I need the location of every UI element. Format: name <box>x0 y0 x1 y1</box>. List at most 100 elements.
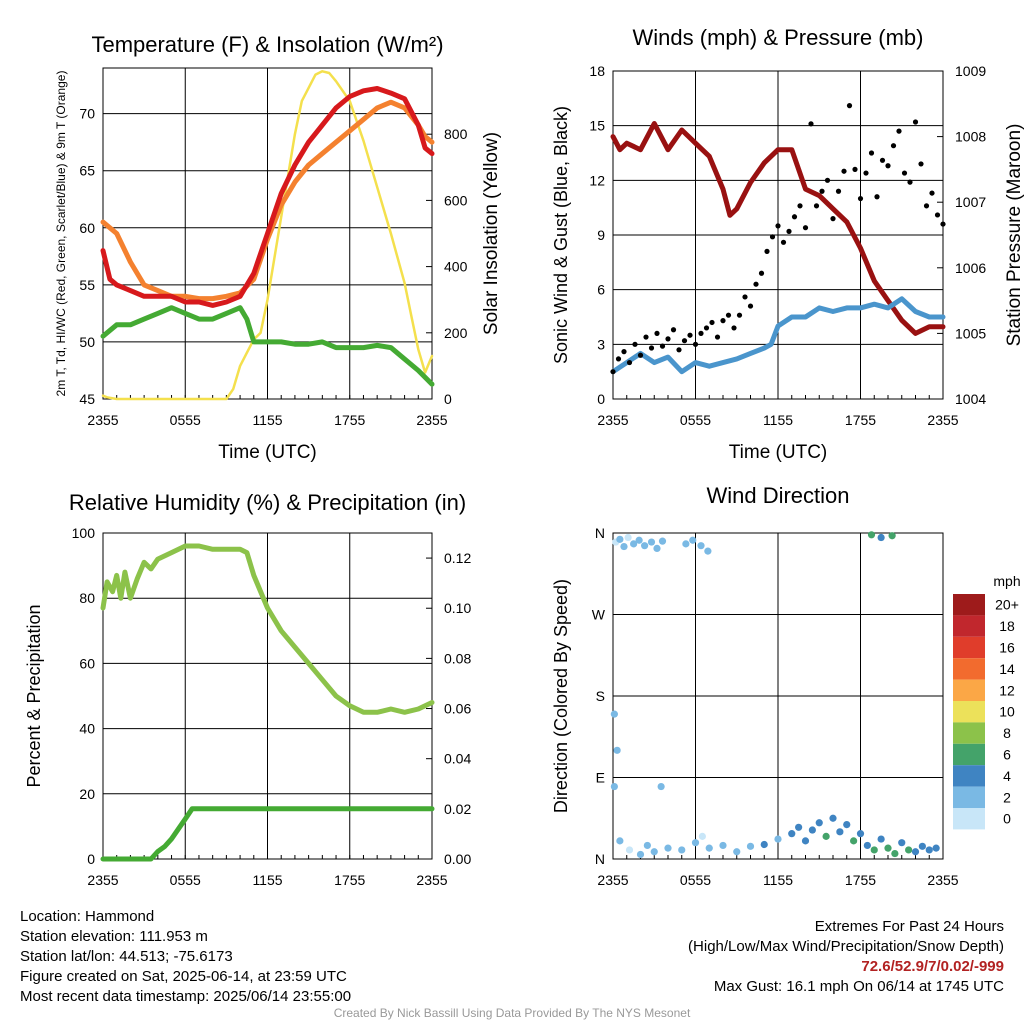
wind-dir-point <box>932 844 940 852</box>
y-tick-label-right: 1006 <box>955 260 986 276</box>
wind-dir-point <box>641 542 649 550</box>
wind-dir-point <box>829 814 837 822</box>
wind-dir-point <box>733 848 741 856</box>
wind-dir-point <box>691 839 700 847</box>
gust-point <box>929 190 935 196</box>
y-tick-label-right: 1009 <box>955 63 986 79</box>
y-tick-label-right: 600 <box>444 192 468 208</box>
gust-point <box>907 179 913 185</box>
y-tick-label-left: 45 <box>79 391 95 407</box>
wind-dir-point <box>877 533 885 542</box>
series-line <box>100 99 435 302</box>
gust-point <box>780 239 787 245</box>
x-tick-label: 2355 <box>597 412 628 428</box>
legend-swatch <box>953 615 985 637</box>
x-tick-label: 2355 <box>927 872 958 888</box>
wind-dir-point <box>630 540 638 548</box>
wind-dir-point <box>664 844 672 852</box>
y-tick-label-left: 0 <box>87 851 95 867</box>
y-tick-label-right: 400 <box>444 259 468 275</box>
gust-point <box>764 248 770 254</box>
gust-point <box>923 203 930 209</box>
gust-point <box>731 325 737 331</box>
gust-point <box>676 347 682 353</box>
wind-dir-point <box>625 846 634 854</box>
series-line <box>100 806 435 862</box>
legend-label: 20+ <box>995 597 1019 613</box>
extremes-title: Extremes For Past 24 Hours <box>814 918 1004 935</box>
gust-point <box>654 330 660 336</box>
x-tick-label: 0555 <box>680 872 711 888</box>
y-tick-label-left: 6 <box>597 282 605 298</box>
plot-frame <box>102 67 433 400</box>
wind-dir-point <box>620 542 628 551</box>
wind-dir-point <box>704 547 712 555</box>
wind-dir-point <box>870 846 878 854</box>
wind-dir-point <box>698 832 706 840</box>
gust-point <box>648 345 655 351</box>
wind-dir-point <box>678 846 686 854</box>
x-tick-label: 2355 <box>416 872 447 888</box>
legend-swatch <box>953 743 985 766</box>
y-tick-label-left: 12 <box>589 172 605 188</box>
wind-dir-point <box>658 537 667 545</box>
recent-data-timestamp: Most recent data timestamp: 2025/06/14 2… <box>20 988 352 1005</box>
gust-point <box>665 336 671 342</box>
chart-title: Temperature (F) & Insolation (W/m²) <box>91 32 443 57</box>
gust-point <box>874 194 880 200</box>
gust-point <box>725 312 732 318</box>
wind-dir-point <box>905 846 913 854</box>
credit-line: Created By Nick Bassill Using Data Provi… <box>333 1006 691 1020</box>
legend-swatch <box>953 594 985 616</box>
x-tick-label: 2355 <box>927 412 958 428</box>
wind-dir-point <box>888 532 896 540</box>
wind-dir-point <box>867 531 876 539</box>
legend-title: mph <box>993 573 1020 589</box>
gust-point <box>775 223 781 229</box>
legend-swatch <box>953 636 985 659</box>
x-tick-label: 1155 <box>252 872 282 888</box>
gust-point <box>830 216 836 222</box>
series-line <box>610 121 946 336</box>
y-tick-label-right: 0.00 <box>444 851 471 867</box>
gust-point <box>901 170 908 176</box>
legend-swatch <box>953 765 985 787</box>
y-tick-label-left: 55 <box>79 277 95 293</box>
legend-label: 0 <box>1003 811 1011 827</box>
plot-frame <box>102 532 433 860</box>
y-tick-label-left: E <box>596 770 605 786</box>
wind-dir-point <box>843 820 851 829</box>
series-line <box>101 70 434 401</box>
wind-dir-point <box>850 837 858 845</box>
wind-dir-point <box>657 782 665 791</box>
legend-swatch <box>953 679 985 701</box>
station-location: Location: Hammond <box>20 908 155 925</box>
x-tick-label: 0555 <box>170 872 201 888</box>
x-tick-label: 1155 <box>252 412 282 428</box>
y-tick-label-right: 1007 <box>955 194 986 210</box>
x-tick-label: 0555 <box>680 412 711 428</box>
y-axis-label-left: Direction (Colored By Speed) <box>551 579 571 813</box>
series-line <box>100 305 435 387</box>
wind-dir-point <box>653 544 661 552</box>
wind-dir-point <box>636 850 645 859</box>
y-tick-label-left: 9 <box>597 227 605 243</box>
wind-dir-point <box>898 839 906 847</box>
wind-dir-point <box>613 746 621 754</box>
plot-frame <box>612 532 944 860</box>
x-tick-label: 2355 <box>416 412 447 428</box>
y-tick-label-left: 70 <box>79 106 95 122</box>
wind-dir-point <box>643 841 651 850</box>
gust-point <box>802 225 809 231</box>
y-tick-label-left: 20 <box>79 786 95 802</box>
gust-point <box>885 163 891 169</box>
gust-point <box>769 234 776 240</box>
wind-dir-point <box>689 536 697 544</box>
series-line <box>610 296 946 375</box>
extremes-values: 72.6/52.9/7/0.02/-999 <box>861 958 1004 975</box>
extremes-panel: Extremes For Past 24 Hours (High/Low/Max… <box>688 917 1004 997</box>
gust-point <box>692 341 699 347</box>
gust-point <box>846 103 853 109</box>
wind-dir-point <box>746 842 755 850</box>
y-tick-label-left: N <box>595 851 605 867</box>
